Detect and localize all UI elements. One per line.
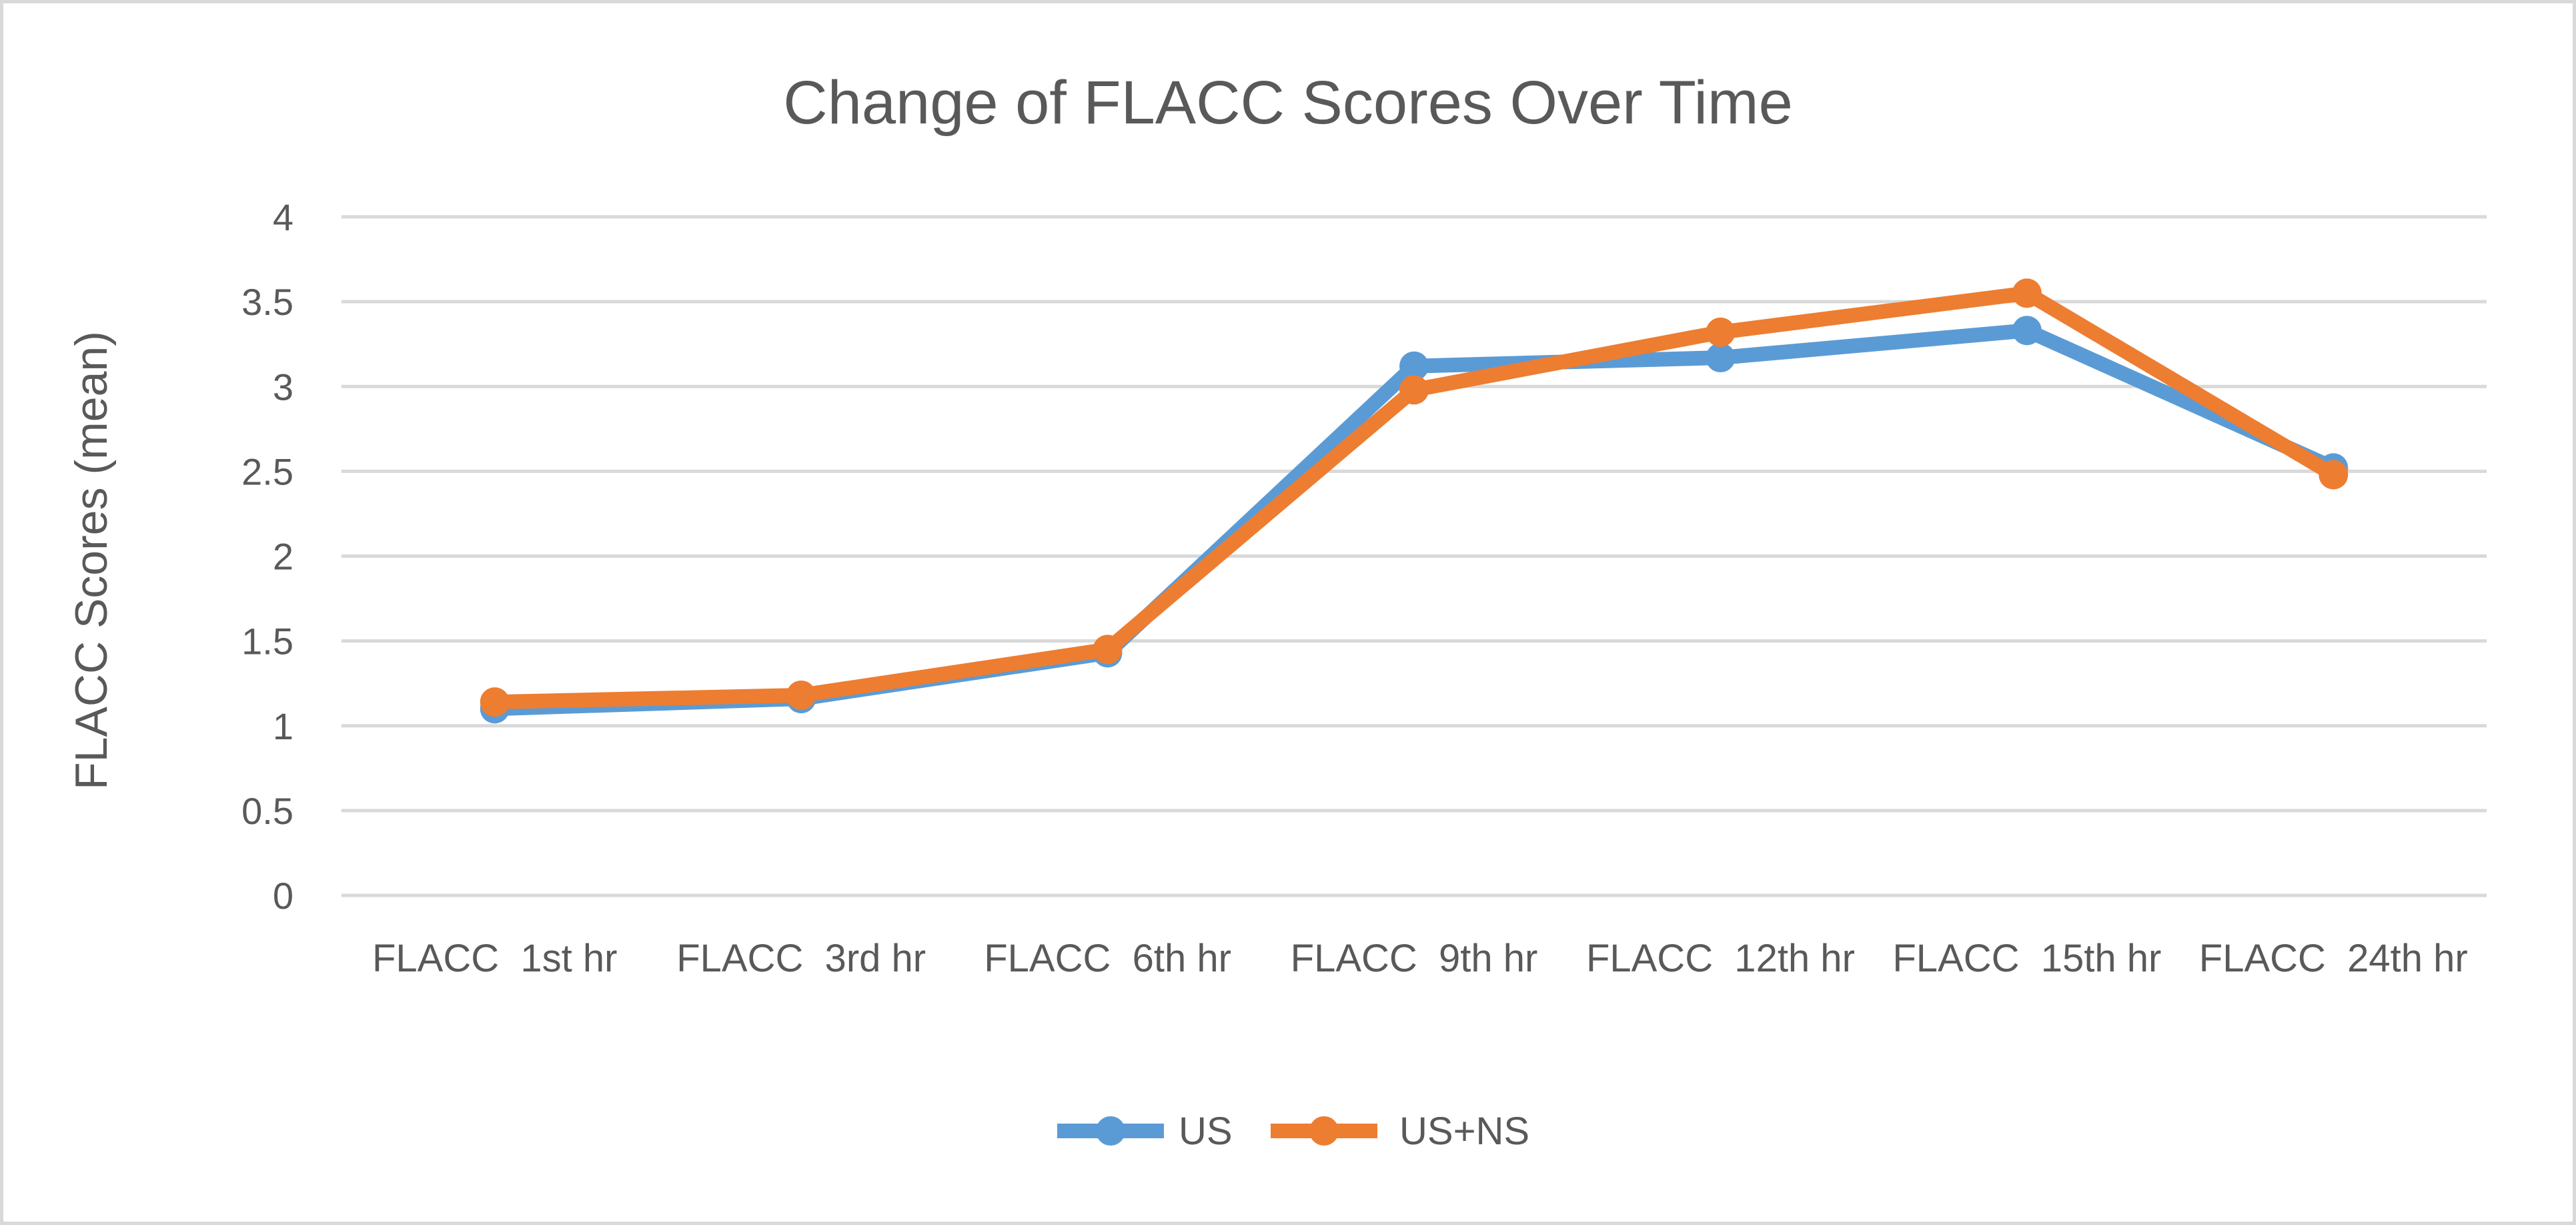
y-tick-label: 3 [273, 366, 293, 408]
data-point [2319, 460, 2349, 490]
x-tick-label: FLACC 1st hr [372, 937, 617, 980]
legend-label: US+NS [1399, 1110, 1529, 1153]
data-point [1093, 635, 1123, 665]
legend-marker [1309, 1116, 1339, 1146]
series-lines [480, 278, 2349, 724]
data-point [480, 687, 510, 717]
legend-item: US+NS [1271, 1110, 1529, 1153]
x-tick-label: FLACC 15th hr [1892, 937, 2161, 980]
y-tick-label: 2.5 [241, 450, 293, 492]
series-us-ns [480, 278, 2349, 717]
y-tick-label: 1.5 [241, 621, 293, 663]
legend-label: US [1179, 1110, 1233, 1153]
x-tick-label: FLACC 24th hr [2199, 937, 2468, 980]
y-tick-label: 1 [273, 705, 293, 747]
legend-item: US [1057, 1110, 1233, 1153]
x-tick-label: FLACC 9th hr [1291, 937, 1538, 980]
data-point [2012, 316, 2042, 346]
data-point [1706, 343, 1736, 373]
data-point [1399, 351, 1429, 381]
data-point [2012, 278, 2042, 308]
gridlines [342, 215, 2487, 897]
y-tick-label: 2 [273, 536, 293, 578]
y-tick-label: 3.5 [241, 281, 293, 323]
x-tick-label: FLACC 6th hr [984, 937, 1231, 980]
y-tick-label: 0.5 [241, 790, 293, 832]
y-tick-labels: 0 0.5 1 1.5 2 2.5 3 3.5 4 [241, 196, 293, 917]
y-axis-label: FLACC Scores (mean) [66, 331, 117, 790]
x-tick-label: FLACC 3rd hr [676, 937, 926, 980]
y-tick-label: 0 [273, 875, 293, 917]
legend: US US+NS [1057, 1110, 1529, 1153]
data-point [1399, 375, 1429, 405]
chart-title: Change of FLACC Scores Over Time [783, 69, 1792, 137]
x-tick-label: FLACC 12th hr [1586, 937, 1855, 980]
x-tick-labels: FLACC 1st hr FLACC 3rd hr FLACC 6th hr FLAC… [372, 937, 2468, 980]
legend-marker [1096, 1116, 1125, 1146]
y-tick-label: 4 [273, 196, 293, 238]
data-point [1706, 317, 1736, 347]
data-point [786, 680, 816, 710]
